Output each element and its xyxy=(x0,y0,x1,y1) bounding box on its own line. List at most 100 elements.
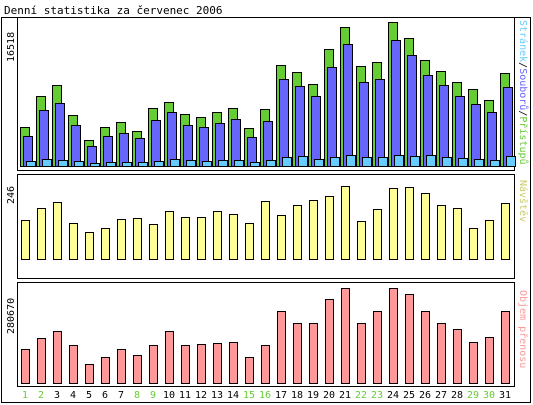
bytes-bar xyxy=(117,349,126,384)
bytes-bar xyxy=(373,311,382,384)
x-tick-label: 28 xyxy=(451,390,463,401)
visits-bar xyxy=(213,211,222,260)
pages-bar xyxy=(138,162,148,167)
x-tick-label: 18 xyxy=(291,390,303,401)
x-tick-label: 30 xyxy=(483,390,495,401)
x-tick-label: 6 xyxy=(102,390,108,401)
panel-bytes-frame xyxy=(17,282,515,387)
files-bar xyxy=(55,103,65,167)
files-bar xyxy=(263,121,273,167)
bytes-bar xyxy=(437,323,446,384)
bytes-bar xyxy=(21,349,30,384)
x-tick-label: 12 xyxy=(195,390,207,401)
pages-bar xyxy=(74,161,84,167)
pages-bar xyxy=(426,155,436,167)
x-tick-label: 4 xyxy=(70,390,76,401)
pages-bar xyxy=(314,159,324,167)
bytes-bar xyxy=(389,288,398,384)
bytes-bar xyxy=(133,355,142,384)
bytes-bar xyxy=(293,323,302,384)
x-tick-label: 17 xyxy=(275,390,287,401)
files-bar xyxy=(503,87,513,167)
bytes-legend: Objem přenosu xyxy=(517,290,529,368)
pages-bar xyxy=(202,161,212,167)
visits-bar xyxy=(453,208,462,260)
visits-bar xyxy=(37,208,46,260)
files-bar xyxy=(455,96,465,167)
panel-visits-frame xyxy=(17,174,515,279)
bytes-bar xyxy=(469,342,478,384)
bytes-bar xyxy=(149,345,158,384)
x-tick-label: 27 xyxy=(435,390,447,401)
visits-bar xyxy=(229,214,238,260)
bytes-bar xyxy=(325,299,334,384)
visits-bar xyxy=(69,223,78,260)
x-tick-label: 20 xyxy=(323,390,335,401)
x-tick-label: 1 xyxy=(22,390,28,401)
bytes-bar xyxy=(405,294,414,384)
files-bar xyxy=(71,125,81,167)
bytes-bar xyxy=(341,288,350,384)
bytes-bars xyxy=(21,288,510,384)
pages-bar xyxy=(362,157,372,167)
legend-files: Souborů xyxy=(517,68,529,110)
visits-bars xyxy=(21,186,510,260)
pages-bar xyxy=(122,162,132,167)
files-bar xyxy=(407,55,417,167)
pages-bar xyxy=(378,157,388,167)
files-bar xyxy=(167,112,177,167)
x-tick-label: 21 xyxy=(339,390,351,401)
x-tick-label: 24 xyxy=(387,390,399,401)
pages-bar xyxy=(218,160,228,167)
bytes-bar xyxy=(53,331,62,384)
bytes-bar xyxy=(37,338,46,384)
hits-bars xyxy=(20,22,516,167)
pages-bar xyxy=(250,162,260,167)
visits-bar xyxy=(357,221,366,260)
files-bar xyxy=(327,67,337,167)
pages-bar xyxy=(282,157,292,167)
x-tick-label: 23 xyxy=(371,390,383,401)
files-bar xyxy=(471,104,481,167)
files-bar xyxy=(359,82,369,167)
pages-bar xyxy=(442,157,452,167)
visits-bar xyxy=(421,193,430,260)
pages-bar xyxy=(298,156,308,167)
hits-ymax-label: 16518 xyxy=(6,32,17,62)
bytes-bar xyxy=(197,344,206,384)
files-bar xyxy=(487,112,497,167)
bytes-bar xyxy=(85,364,94,384)
x-tick-label: 10 xyxy=(163,390,175,401)
bytes-bar xyxy=(309,323,318,384)
visits-legend: Návštěv xyxy=(517,180,529,222)
bytes-bar xyxy=(69,345,78,384)
x-tick-label: 16 xyxy=(259,390,271,401)
bytes-ymax-label: 280670 xyxy=(6,298,17,334)
x-tick-label: 5 xyxy=(86,390,92,401)
x-tick-labels: 1 2 3 4 5 6 7 8 9 10 11 12 13 14 15 16 17 18 19 20 21 22 23 24 2… xyxy=(22,390,511,401)
visits-bar xyxy=(133,218,142,260)
x-tick-label: 31 xyxy=(499,390,511,401)
x-tick-label: 3 xyxy=(54,390,60,401)
x-tick-label: 8 xyxy=(134,390,140,401)
x-tick-label: 14 xyxy=(227,390,239,401)
legend-sep-1: / xyxy=(517,62,528,68)
pages-bar xyxy=(26,161,36,167)
bytes-bar xyxy=(261,345,270,384)
files-bar xyxy=(231,119,241,167)
visits-bar xyxy=(309,200,318,260)
pages-bar xyxy=(266,160,276,167)
pages-bar xyxy=(154,161,164,167)
legend-pages: Stránek xyxy=(517,20,529,62)
x-tick-label: 13 xyxy=(211,390,223,401)
visits-bar xyxy=(293,205,302,260)
bytes-bar xyxy=(357,323,366,384)
chart-title: Denní statistika za červenec 2006 xyxy=(4,4,223,17)
files-bar xyxy=(295,86,305,167)
pages-bar xyxy=(410,156,420,167)
bytes-bar xyxy=(101,357,110,384)
visits-bar xyxy=(197,217,206,260)
x-tick-label: 25 xyxy=(403,390,415,401)
visits-bar xyxy=(277,215,286,260)
